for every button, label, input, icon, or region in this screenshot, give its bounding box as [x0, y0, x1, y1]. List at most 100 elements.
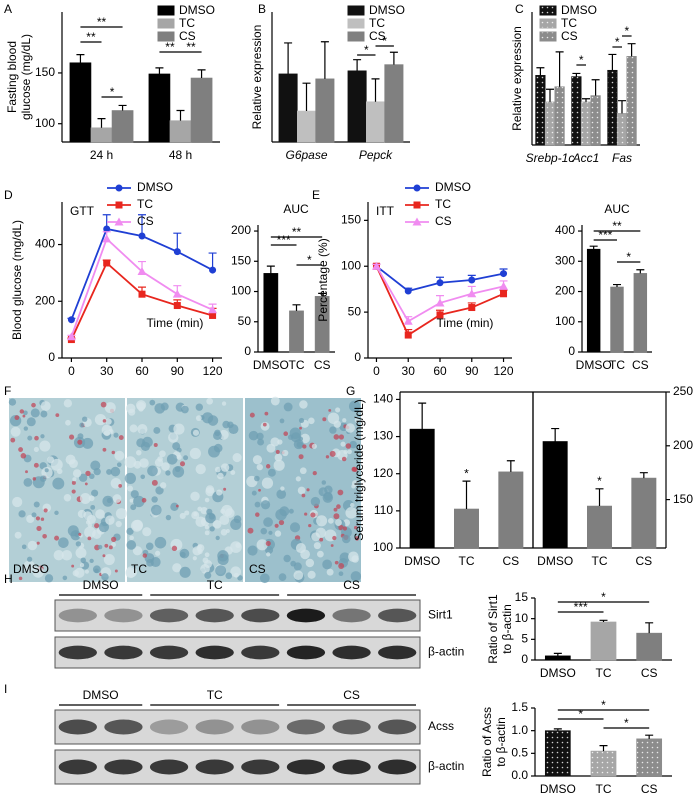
group-label: CS	[343, 578, 360, 592]
chart-title: ITT	[376, 204, 395, 218]
cell-dot	[342, 418, 347, 423]
cell-dot	[63, 494, 72, 502]
cell-dot	[40, 517, 45, 521]
blot-band	[149, 759, 189, 775]
cell-dot	[10, 426, 21, 437]
cell-dot	[53, 550, 64, 561]
bar	[607, 69, 618, 146]
cell-dot	[297, 486, 306, 495]
bar	[90, 127, 113, 143]
error-bar	[284, 42, 293, 74]
cell-dot	[171, 545, 178, 552]
bar	[278, 73, 298, 143]
cell-dot	[31, 512, 37, 518]
cell-dot	[221, 504, 233, 517]
y-axis-label: Serum triglyceride (mg/dL)	[352, 399, 366, 540]
bar	[616, 113, 628, 146]
cell-dot	[220, 463, 230, 472]
cell-dot	[87, 536, 92, 541]
cell-dot	[54, 510, 59, 516]
x-tick-label: TC	[596, 782, 612, 796]
cell-dot	[26, 514, 35, 524]
cell-dot	[192, 429, 200, 436]
y-tick-label: 200	[555, 284, 575, 298]
x-tick-label: Fas	[612, 151, 632, 165]
legend-marker	[115, 184, 123, 192]
cell-dot	[82, 437, 94, 449]
cell-dot	[54, 535, 60, 541]
cell-dot	[72, 469, 82, 478]
cell-dot	[75, 547, 87, 559]
y-tick-label: 0.0	[511, 768, 528, 782]
cell-dot	[25, 470, 28, 474]
marker	[173, 302, 181, 310]
y-axis-label: Fasting bloodglucose (mg/dL)	[5, 34, 33, 120]
x-tick-label: 60	[135, 364, 149, 378]
cell-dot	[31, 402, 36, 408]
cell-dot	[165, 470, 171, 476]
x-tick-label: 60	[433, 364, 447, 378]
significance-label: *	[110, 85, 115, 99]
significance-label: **	[165, 40, 175, 54]
x-axis-label: Time (min)	[147, 316, 204, 330]
bar	[587, 505, 612, 549]
cell-dot	[33, 501, 40, 508]
cell-dot	[103, 429, 111, 437]
cell-dot	[179, 461, 186, 467]
cell-dot	[18, 447, 24, 452]
y-tick-label: 5	[521, 632, 528, 646]
y-tick-label: 50	[238, 314, 252, 328]
error-bar	[318, 292, 327, 297]
blot-band	[286, 719, 326, 735]
cell-dot	[340, 441, 346, 447]
legend-swatch	[539, 5, 557, 16]
cell-dot	[260, 527, 268, 535]
x-tick-label: 0	[373, 364, 380, 378]
error-bar	[551, 427, 560, 442]
bar	[636, 632, 663, 661]
blot-band	[332, 608, 371, 623]
cell-dot	[326, 568, 334, 576]
blot-band	[104, 759, 143, 775]
y-tick-label: 15	[515, 590, 529, 604]
cell-dot	[232, 453, 242, 463]
error-bar	[599, 745, 608, 752]
cell-dot	[33, 446, 39, 453]
panel-label: B	[258, 2, 266, 16]
y-tick-label: 0	[568, 344, 575, 358]
legend-label: TC	[435, 197, 451, 211]
cell-dot	[258, 488, 261, 492]
cell-dot	[138, 406, 144, 412]
error-bar	[645, 734, 654, 739]
cell-dot	[290, 432, 302, 443]
bar	[148, 73, 171, 143]
error-bar	[572, 72, 581, 77]
cell-dot	[190, 491, 200, 502]
cell-dot	[115, 508, 127, 520]
legend-swatch	[157, 31, 175, 42]
cell-dot	[102, 554, 106, 558]
cell-dot	[328, 408, 332, 412]
panel-label: A	[4, 2, 12, 16]
cell-dot	[79, 493, 91, 504]
cell-dot	[351, 480, 359, 487]
error-bar	[636, 269, 645, 274]
y-tick-label: 110	[374, 503, 393, 517]
cell-dot	[159, 450, 166, 458]
x-tick-label: G6pase	[285, 148, 327, 162]
cell-dot	[71, 489, 76, 494]
cell-dot	[172, 442, 181, 451]
x-tick-label: 120	[203, 364, 223, 378]
cell-dot	[14, 531, 22, 539]
cell-dot	[150, 504, 162, 516]
bar	[315, 78, 335, 143]
x-tick-label: CS	[641, 782, 658, 796]
significance-label: *	[624, 24, 629, 38]
cell-dot	[283, 431, 289, 437]
cell-dot	[204, 552, 210, 558]
cell-dot	[71, 564, 75, 568]
cell-dot	[305, 558, 315, 568]
panel-label: F	[4, 384, 11, 398]
cell-dot	[322, 559, 333, 570]
cell-dot	[130, 490, 139, 499]
